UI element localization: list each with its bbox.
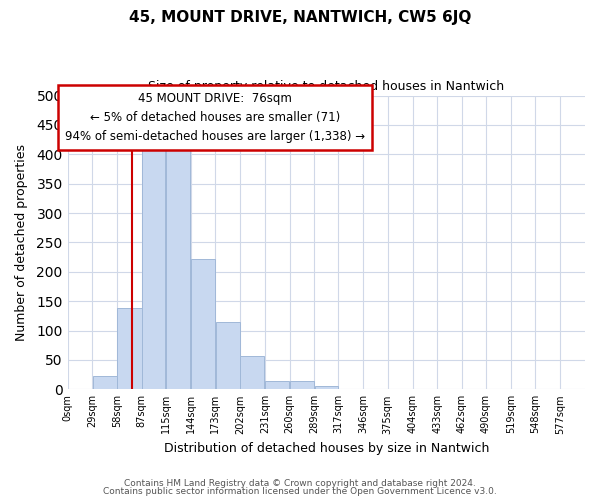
Bar <box>92 376 117 390</box>
Bar <box>314 386 338 390</box>
X-axis label: Distribution of detached houses by size in Nantwich: Distribution of detached houses by size … <box>164 442 489 455</box>
Bar <box>290 381 314 390</box>
Bar <box>118 308 142 390</box>
Bar <box>166 146 190 390</box>
Title: Size of property relative to detached houses in Nantwich: Size of property relative to detached ho… <box>148 80 505 93</box>
Bar <box>388 388 412 390</box>
Bar <box>241 356 265 390</box>
Bar <box>560 388 584 390</box>
Text: Contains HM Land Registry data © Crown copyright and database right 2024.: Contains HM Land Registry data © Crown c… <box>124 478 476 488</box>
Text: Contains public sector information licensed under the Open Government Licence v3: Contains public sector information licen… <box>103 487 497 496</box>
Text: 45, MOUNT DRIVE, NANTWICH, CW5 6JQ: 45, MOUNT DRIVE, NANTWICH, CW5 6JQ <box>129 10 471 25</box>
Y-axis label: Number of detached properties: Number of detached properties <box>15 144 28 341</box>
Text: 45 MOUNT DRIVE:  76sqm
← 5% of detached houses are smaller (71)
94% of semi-deta: 45 MOUNT DRIVE: 76sqm ← 5% of detached h… <box>65 92 365 144</box>
Bar <box>142 146 166 390</box>
Bar <box>463 388 485 390</box>
Bar <box>265 381 289 390</box>
Bar <box>215 322 240 390</box>
Bar <box>191 259 215 390</box>
